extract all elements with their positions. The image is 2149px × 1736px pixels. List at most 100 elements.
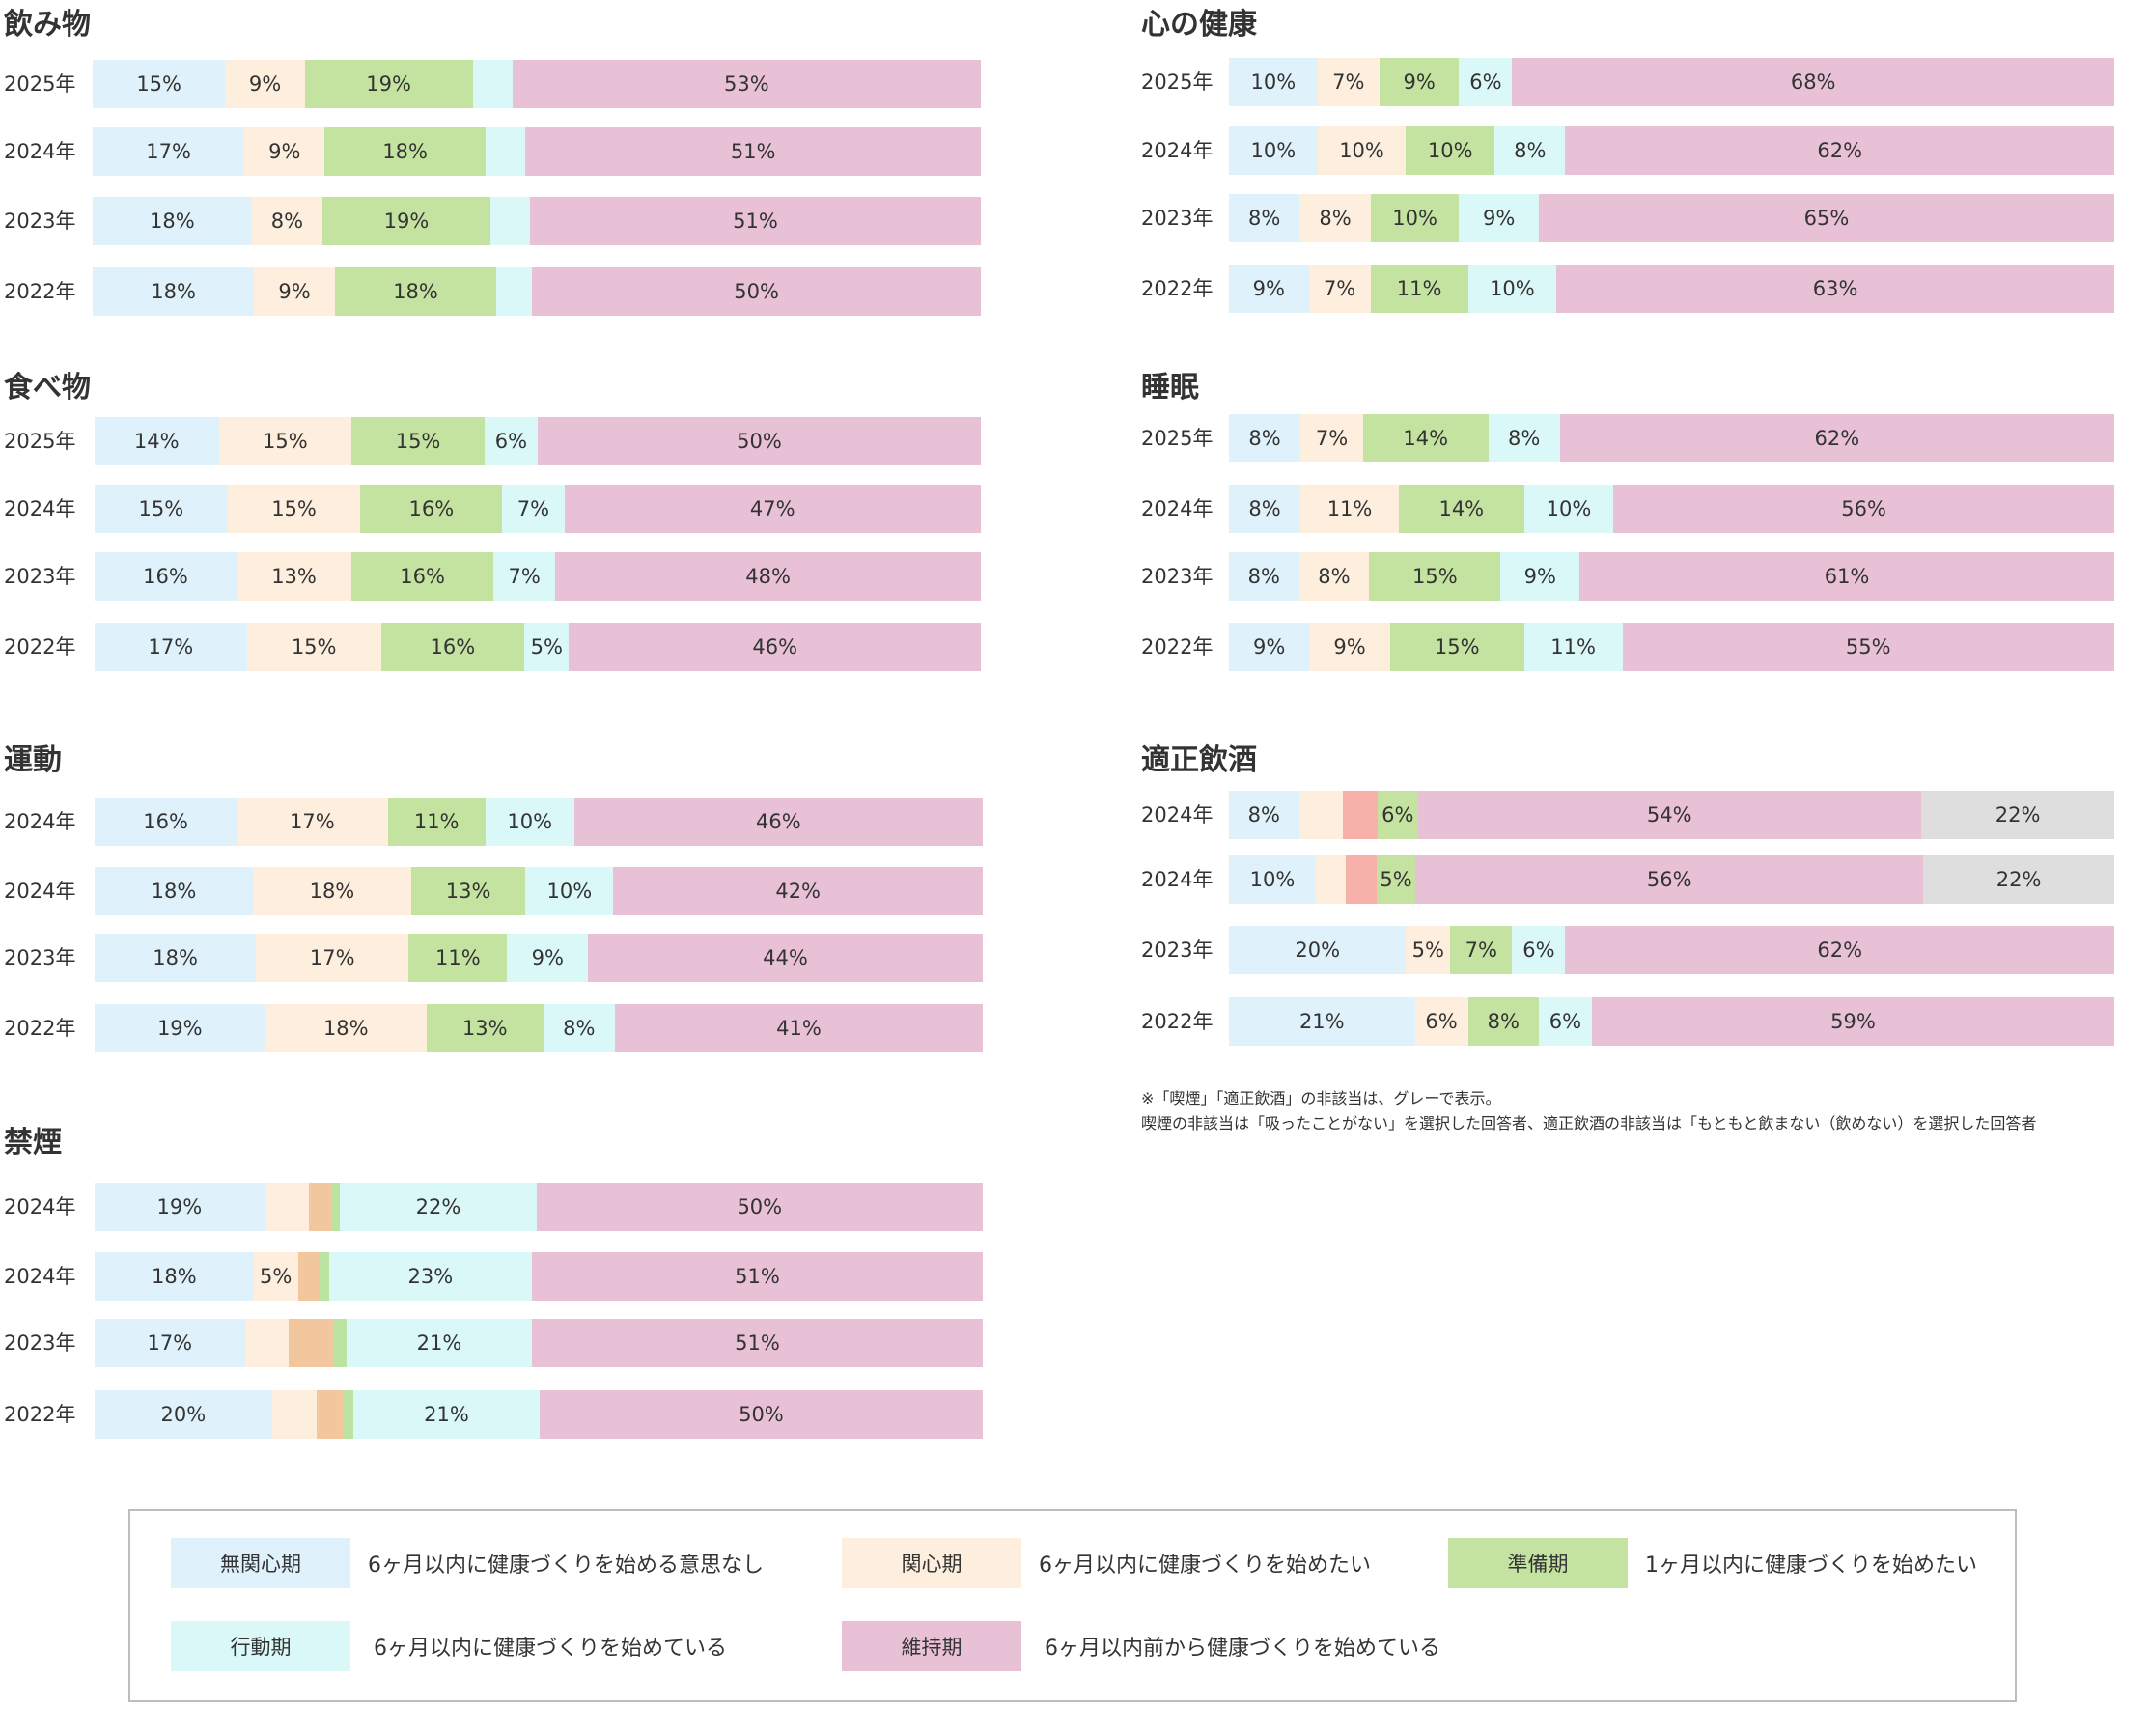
bar-segment-junbi: 10% — [1406, 126, 1495, 175]
bar-segment-green_strip — [343, 1390, 354, 1439]
bar-row: 2024年 18% 5% 23% 51% — [4, 1252, 983, 1301]
bar-segment-koudou: 5% — [524, 623, 570, 671]
bar-segment-junbi: 7% — [1450, 926, 1513, 974]
bar-segment-orange — [316, 1390, 344, 1439]
data-label: 15% — [271, 497, 317, 520]
bar-row: 2022年 20% 21% 50% — [4, 1390, 983, 1439]
stacked-bar: 18% 5% 23% 51% — [95, 1252, 983, 1301]
data-label: 10% — [1490, 277, 1535, 300]
bar-row: 2025年 10% 7% 9% 6% 68% — [1141, 58, 2114, 106]
bar-row: 2023年 17% 21% 51% — [4, 1319, 983, 1367]
stacked-bar: 8% 11% 14% 10% 56% — [1229, 485, 2114, 533]
stacked-bar: 18% 18% 13% 10% 42% — [95, 867, 983, 915]
row-label: 2023年 — [4, 565, 76, 588]
legend-item-kanshin: 関心期 6ヶ月以内に健康づくりを始めたい — [842, 1538, 1371, 1588]
bar-segment-kanshin: 6% — [1414, 997, 1468, 1046]
bar-segment-iji: 44% — [588, 934, 983, 982]
data-label: 18% — [382, 140, 428, 163]
stacked-bar: 8% 7% 14% 8% 62% — [1229, 414, 2114, 462]
data-label: 19% — [383, 210, 430, 233]
row-label: 2023年 — [1141, 565, 1214, 588]
row-label: 2024年 — [4, 140, 76, 163]
data-label: 8% — [1247, 565, 1280, 588]
data-label: 50% — [734, 280, 779, 303]
bar-segment-mukanshin: 15% — [95, 485, 228, 533]
data-label: 21% — [424, 1403, 469, 1426]
bar-segment-kanshin: 18% — [265, 1004, 427, 1052]
chart-title: 食べ物 — [4, 371, 91, 405]
row-label: 2024年 — [4, 1265, 76, 1288]
data-label: 11% — [413, 810, 460, 833]
bar-segment-koudou: 9% — [1459, 194, 1539, 242]
data-label: 54% — [1646, 803, 1692, 826]
data-label: 51% — [730, 140, 776, 163]
data-label: 8% — [1248, 207, 1281, 230]
data-label: 14% — [133, 430, 180, 453]
stacked-bar: 19% 22% 50% — [95, 1183, 983, 1231]
bar-segment-mukanshin: 20% — [1229, 926, 1407, 974]
data-label: 9% — [1403, 70, 1436, 94]
row-label: 2025年 — [1141, 70, 1214, 94]
stacked-bar: 14% 15% 15% 6% 50% — [95, 417, 981, 465]
data-label: 10% — [1339, 139, 1384, 162]
legend-swatch: 準備期 — [1448, 1538, 1628, 1588]
data-label: 18% — [152, 1265, 197, 1288]
bar-segment-mukanshin: 10% — [1229, 855, 1316, 904]
legend-item-mukanshin: 無関心期 6ヶ月以内に健康づくりを始める意思なし — [171, 1538, 764, 1588]
bar-row: 2024年 16% 17% 11% 10% 46% — [4, 798, 983, 846]
data-label: 13% — [445, 880, 491, 903]
bar-row: 2022年 9% 7% 11% 10% 63% — [1141, 265, 2114, 313]
row-label: 2023年 — [4, 946, 76, 969]
bar-segment-koudou: 10% — [485, 798, 574, 846]
bar-segment-kanshin: 13% — [236, 552, 352, 601]
stacked-bar: 18% 9% 18% 50% — [93, 267, 981, 316]
legend-item-koudou: 行動期 6ヶ月以内に健康づくりを始めている — [171, 1621, 727, 1671]
bar-segment-junbi: 16% — [380, 623, 525, 671]
bar-segment-iji: 56% — [1613, 485, 2114, 533]
data-label: 8% — [1248, 427, 1281, 450]
stacked-bar: 16% 13% 16% 7% 48% — [95, 552, 981, 601]
stacked-bar: 21% 6% 8% 6% 59% — [1229, 997, 2114, 1046]
bar-row: 2025年 14% 15% 15% 6% 50% — [4, 417, 981, 465]
chart-title: 禁煙 — [4, 1126, 62, 1160]
bar-segment-junbi: 9% — [1379, 58, 1460, 106]
stacked-bar: 19% 18% 13% 8% 41% — [95, 1004, 983, 1052]
data-label: 42% — [775, 880, 822, 903]
legend-description: 1ヶ月以内に健康づくりを始めたい — [1645, 1554, 1977, 1578]
bar-segment-kanshin: 15% — [246, 623, 381, 671]
bar-segment-junbi: 13% — [410, 867, 526, 915]
row-label: 2023年 — [4, 1331, 76, 1355]
bar-segment-junbi: 8% — [1467, 997, 1539, 1046]
chart-title: 心の健康 — [1141, 8, 1257, 42]
data-label: 6% — [1382, 803, 1414, 826]
bar-segment-kanshin: 7% — [1300, 414, 1363, 462]
bar-segment-koudou: 8% — [1488, 414, 1560, 462]
bar-segment-iji: 50% — [539, 1390, 983, 1439]
stacked-bar: 17% 21% 51% — [95, 1319, 983, 1367]
bar-segment-orange — [289, 1319, 334, 1367]
bar-segment-junbi: 11% — [1370, 265, 1468, 313]
bar-segment-mukanshin: 18% — [95, 867, 253, 915]
data-label: 15% — [395, 430, 441, 453]
bar-segment-koudou — [496, 267, 533, 316]
data-label: 16% — [408, 497, 455, 520]
bar-segment-iji: 46% — [573, 798, 983, 846]
data-label: 61% — [1824, 565, 1870, 588]
bar-segment-green_strip — [331, 1183, 341, 1231]
data-label: 8% — [270, 210, 304, 233]
data-label: 55% — [1845, 635, 1891, 658]
bar-row: 2024年 10% 10% 10% 8% 62% — [1141, 126, 2114, 175]
data-label: 16% — [143, 565, 188, 588]
legend-swatch: 維持期 — [842, 1621, 1021, 1671]
bar-segment-kanshin: 17% — [237, 798, 388, 846]
bar-segment-junbi: 6% — [1378, 791, 1418, 839]
legend-description: 6ヶ月以内に健康づくりを始める意思なし — [368, 1554, 764, 1578]
row-label: 2024年 — [1141, 139, 1214, 162]
data-label: 21% — [416, 1331, 462, 1355]
data-label: 62% — [1817, 938, 1863, 962]
data-label: 18% — [393, 280, 438, 303]
bar-segment-junbi: 15% — [1389, 623, 1524, 671]
bar-segment-mukanshin: 19% — [95, 1183, 265, 1231]
stacked-bar: 17% 9% 18% 51% — [93, 127, 981, 176]
bar-segment-mukanshin: 10% — [1229, 126, 1318, 175]
